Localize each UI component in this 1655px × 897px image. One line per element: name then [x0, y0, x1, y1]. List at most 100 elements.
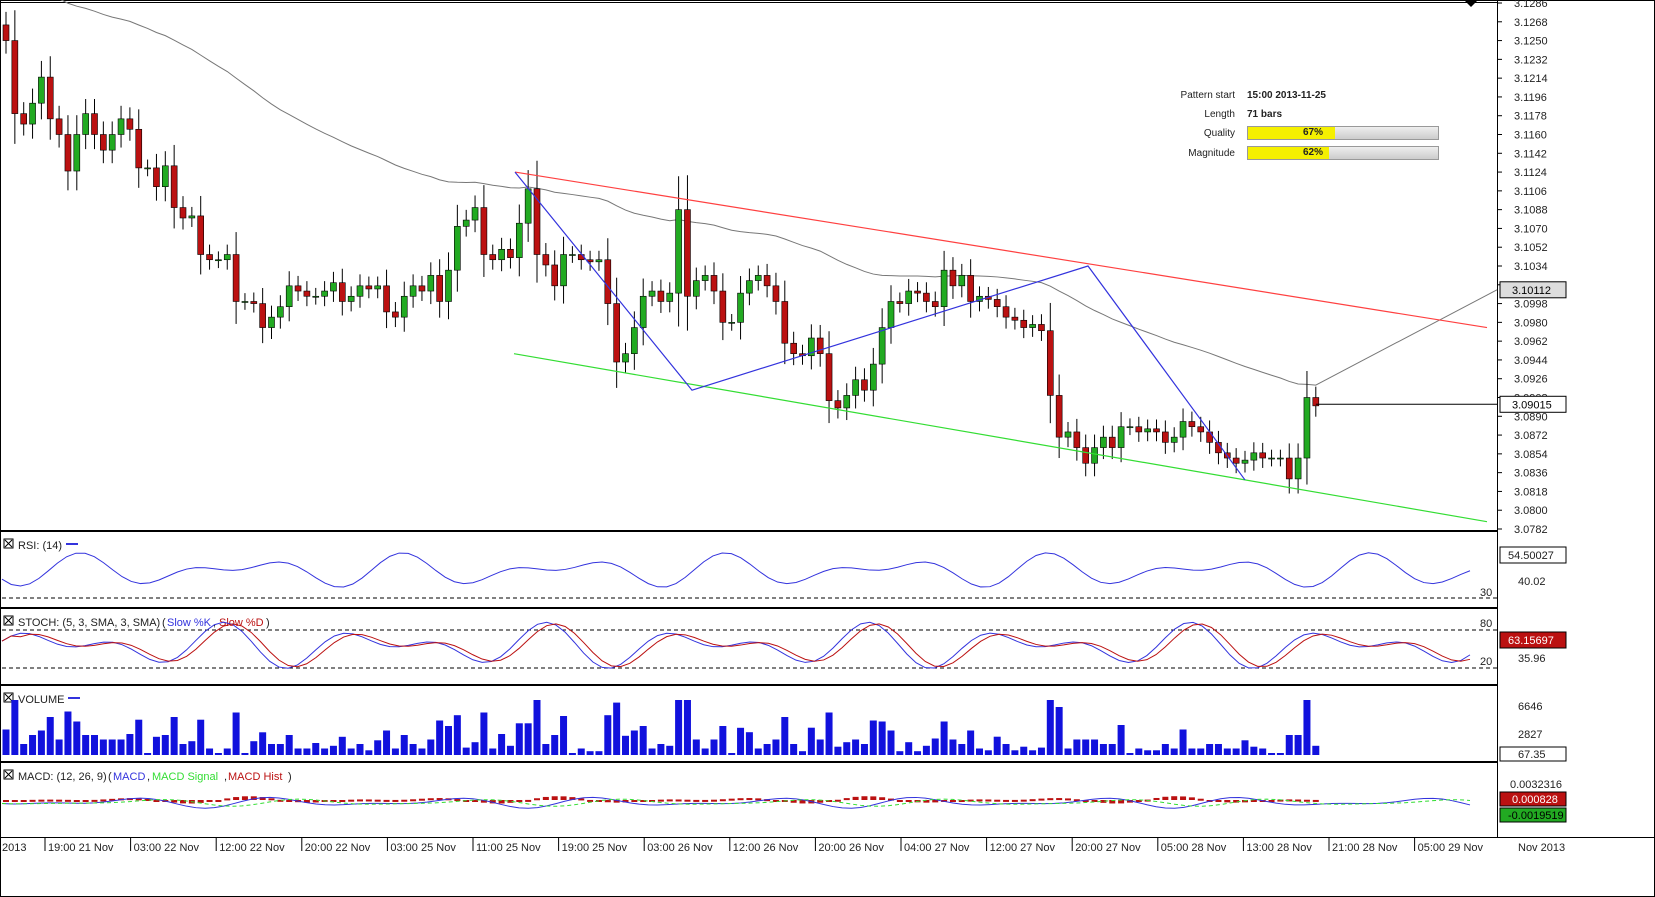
candle-body: [418, 285, 426, 292]
volume-bar: [29, 735, 37, 755]
volume-bar: [648, 748, 656, 755]
candle-body: [144, 167, 151, 170]
candle-body: [409, 285, 417, 297]
macd-hist-bar: [374, 799, 381, 802]
volume-bar: [1179, 729, 1187, 755]
macd-hist-bar: [1029, 799, 1036, 802]
time-tick-label: 12:00 22 Nov: [219, 842, 285, 854]
volume-bar: [630, 730, 638, 755]
candle-body: [46, 76, 54, 120]
volume-bar: [365, 750, 373, 755]
price-tick-label: 3.0980: [1514, 317, 1548, 329]
volume-bar: [1064, 748, 1072, 755]
time-tick-label: 03:00 26 Nov: [647, 842, 713, 854]
time-tick-label: Nov 2013: [1518, 842, 1565, 854]
volume-bar: [860, 744, 868, 755]
macd-hist-bar: [790, 800, 797, 803]
volume-tick-label: 6646: [1518, 701, 1542, 713]
volume-bar: [1029, 750, 1037, 755]
volume-bar: [170, 717, 178, 755]
macd-hist-bar: [339, 800, 346, 802]
candle-body: [1100, 436, 1107, 448]
stoch-legend-comma: ,: [213, 617, 216, 629]
macd-hist-bar: [180, 800, 186, 804]
volume-bar: [967, 730, 975, 755]
candle-body: [861, 379, 868, 391]
macd-hist-bar: [932, 800, 939, 803]
macd-hist-bar: [1011, 799, 1018, 802]
volume-bar: [214, 753, 222, 755]
stoch-tick-label: 35.96: [1518, 653, 1546, 665]
price-tick-label: 3.1070: [1514, 223, 1548, 235]
price-tick-label: 3.1052: [1514, 242, 1548, 254]
candle-body: [949, 269, 957, 287]
macd-hist-bar: [498, 800, 505, 804]
macd-hist-bar: [958, 800, 965, 802]
candle-body: [1241, 459, 1249, 464]
candle-body: [321, 290, 328, 297]
rsi-title: RSI: (14): [18, 540, 62, 552]
vol-close-x-icon: [4, 693, 13, 702]
time-tick-label: 03:00 25 Nov: [390, 842, 456, 854]
quality-bar-fill: [1248, 127, 1336, 139]
volume-bar: [73, 721, 81, 755]
candle-body: [1303, 397, 1311, 459]
volume-bar: [542, 744, 550, 755]
volume-bar: [1214, 744, 1222, 755]
macd-hist-bar: [1118, 800, 1125, 804]
candle-body: [197, 215, 204, 255]
price-tick-label: 3.0890: [1514, 411, 1548, 423]
macd-hist-bar: [357, 799, 363, 802]
macd-legend-paren: ): [288, 771, 292, 783]
candle-body: [940, 269, 948, 308]
volume-bar: [356, 744, 364, 755]
macd-hist-bar: [383, 799, 390, 802]
candle-body: [1232, 457, 1240, 464]
volume-bar: [347, 748, 355, 755]
candle-body: [1055, 395, 1063, 438]
candle-body: [294, 285, 302, 292]
volume-bar: [259, 732, 267, 755]
magnitude-label: Magnitude: [1188, 148, 1235, 159]
macd-hist-bar: [365, 799, 372, 802]
macd-hist-bar: [640, 800, 647, 802]
macd-hist-bar: [622, 800, 629, 803]
volume-bar: [1082, 739, 1090, 755]
macd-hist-bar: [268, 798, 275, 801]
macd-hist-bar: [1250, 800, 1257, 802]
macd-hist-bar: [905, 800, 912, 802]
candle-body: [613, 303, 620, 363]
candle-body: [436, 275, 443, 302]
candle-body: [631, 327, 638, 354]
macd-hist-bar: [171, 800, 178, 803]
candle-body: [515, 222, 523, 258]
price-tick-label: 3.1034: [1514, 261, 1548, 273]
candle-body: [808, 337, 815, 357]
candle-body: [923, 292, 930, 302]
macd-hist-last-value: 0.000828: [1512, 794, 1558, 806]
volume-bar: [586, 751, 594, 755]
candle-body: [1038, 324, 1045, 332]
time-tick-label: 21:00 28 Nov: [1332, 842, 1398, 854]
macd-hist-bar: [1224, 800, 1231, 803]
macd-legend-signal: MACD Signal: [152, 771, 218, 783]
candle-body: [524, 188, 532, 224]
volume-bar: [329, 745, 337, 755]
volume-bar: [232, 712, 240, 755]
time-tick-label: 12:00 27 Nov: [990, 842, 1056, 854]
candle-body: [790, 342, 797, 354]
volume-bar: [551, 735, 559, 755]
macd-line: [1, 796, 1471, 809]
macd-hist-bar: [560, 796, 567, 800]
volume-bar: [126, 734, 134, 755]
candle-body: [1188, 421, 1196, 428]
candle-body: [82, 113, 89, 135]
candle-body: [648, 290, 656, 297]
price-tick-label: 3.0962: [1514, 336, 1548, 348]
volume-bar: [82, 735, 90, 755]
volume-bar: [958, 744, 966, 755]
macd-hist-bar: [861, 796, 868, 800]
time-tick-label: 05:00 29 Nov: [1418, 842, 1484, 854]
macd-hist-bar: [1153, 797, 1160, 800]
